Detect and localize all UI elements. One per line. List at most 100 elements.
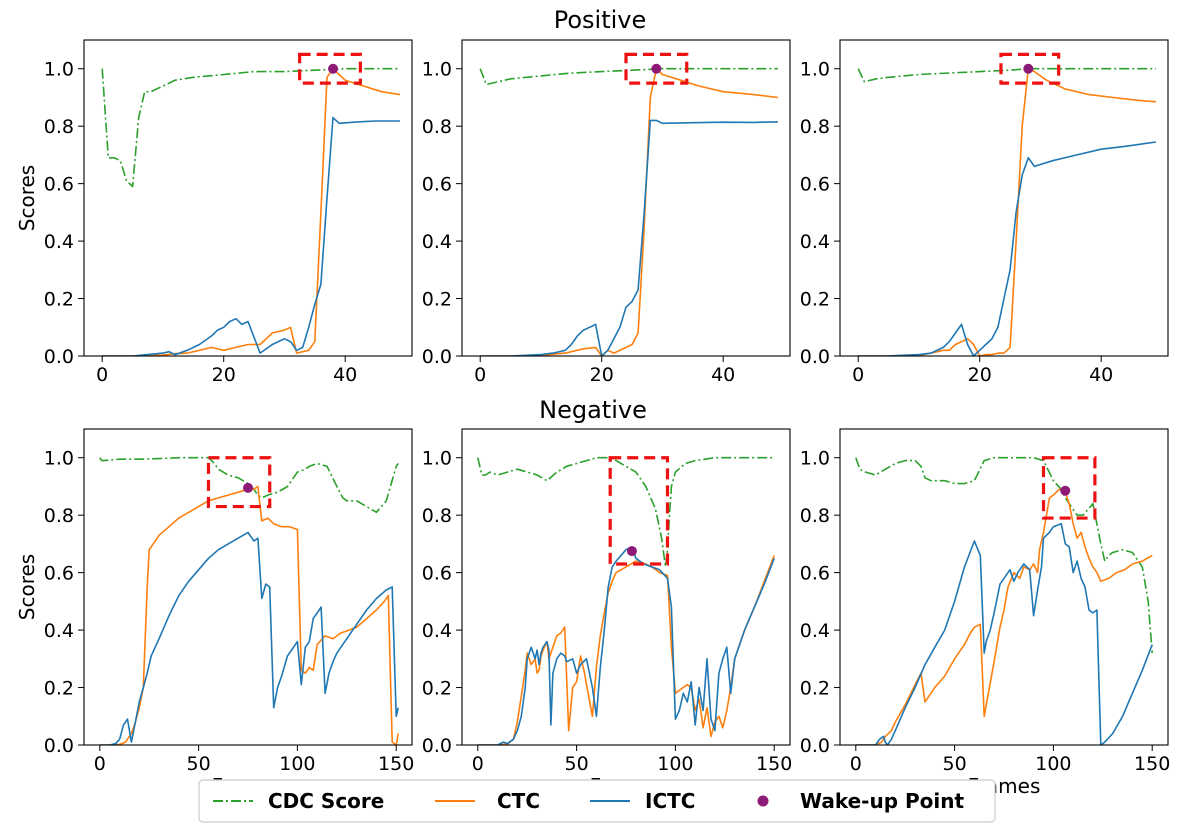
highlight-box	[608, 456, 670, 566]
y-tick-label: 0.4	[422, 620, 452, 642]
series-ictc-line	[102, 116, 400, 356]
plot-area	[855, 456, 1153, 745]
highlight-box	[1041, 456, 1097, 520]
axes-frame	[461, 39, 791, 357]
y-tick-label: 0.0	[422, 735, 452, 757]
x-tick-label: 100	[657, 753, 693, 775]
legend: CDC Score CTC ICTC Wake-up Point	[198, 779, 996, 823]
y-tick-label: 0.0	[422, 346, 452, 368]
axes-frame	[83, 428, 413, 746]
y-tick-label: 0.6	[800, 174, 830, 196]
series-ctc-line	[855, 488, 1153, 745]
highlight-box	[999, 52, 1061, 85]
x-tick-label: 150	[756, 753, 792, 775]
series-ctc-line	[480, 67, 778, 356]
series-cdc-line	[855, 456, 1153, 654]
y-tick-label: 0.8	[422, 116, 452, 138]
axes-frame	[83, 39, 413, 357]
x-tick-label: 0	[850, 753, 862, 775]
legend-wake-label: Wake-up Point	[800, 789, 964, 813]
x-tick-label: 0	[474, 364, 486, 386]
y-tick-label: 1.0	[44, 59, 74, 81]
series-ictc-line	[855, 522, 1153, 745]
series-cdc-line	[857, 67, 1156, 83]
x-tick-label: 40	[1089, 364, 1113, 386]
highlight-box	[624, 52, 689, 85]
x-tick-label: 0	[94, 753, 106, 775]
axes-frame	[839, 39, 1169, 357]
axes-frame	[839, 428, 1169, 746]
y-tick-label: 0.6	[422, 174, 452, 196]
wake-up-point	[1060, 485, 1071, 496]
x-tick-label: 20	[212, 364, 236, 386]
series-cdc-line	[477, 456, 775, 568]
subplot-3: 0.0 0.2 0.4 0.6 0.8 1.0 0 20 40	[800, 39, 1169, 386]
y-tick-label: 0.0	[800, 735, 830, 757]
y-tick-label: 0.6	[422, 563, 452, 585]
series-ictc-line	[99, 531, 399, 745]
x-tick-label: 40	[333, 364, 357, 386]
axes-frame	[461, 428, 791, 746]
series-cdc-line	[101, 67, 400, 188]
y-tick-label: 0.2	[44, 678, 74, 700]
y-tick-label: 0.6	[44, 174, 74, 196]
subplot-2: 0.0 0.2 0.4 0.6 0.8 1.0 0 20 40	[422, 39, 791, 386]
plot-area	[857, 67, 1157, 356]
y-tick-label: 0.8	[44, 505, 74, 527]
x-tick-label: 150	[378, 753, 414, 775]
series-ictc-line	[480, 119, 778, 356]
wake-up-point	[328, 63, 339, 74]
row-title-positive: Positive	[554, 6, 647, 34]
y-tick-label: 0.8	[44, 116, 74, 138]
y-tick-label: 1.0	[44, 448, 74, 470]
subplot-grid: 0.0 0.2 0.4 0.6 0.8 1.0 0 20 40 Scores 0.0 0.2 0.4 0.…	[15, 39, 1170, 798]
y-tick-label: 1.0	[800, 448, 830, 470]
y-axis-title: Scores	[15, 165, 39, 231]
legend-cdc-label: CDC Score	[268, 789, 384, 813]
y-tick-label: 0.8	[800, 116, 830, 138]
plot-area	[99, 456, 399, 745]
y-tick-label: 0.2	[800, 678, 830, 700]
plot-area	[101, 67, 401, 356]
highlight-box	[298, 52, 362, 85]
legend-wake-marker	[757, 795, 769, 807]
series-ctc-line	[102, 67, 401, 356]
x-tick-label: 100	[1035, 753, 1071, 775]
y-tick-label: 0.2	[422, 678, 452, 700]
y-tick-label: 0.2	[422, 289, 452, 311]
series-ictc-line	[858, 141, 1157, 356]
highlight-box	[206, 456, 272, 509]
legend-ictc-label: ICTC	[645, 789, 695, 813]
wake-up-point	[626, 546, 637, 557]
y-tick-label: 1.0	[800, 59, 830, 81]
y-tick-label: 0.4	[800, 620, 830, 642]
subplot-4: 0.00.20.40.60.81.0050100150ScoresFrames	[15, 428, 414, 798]
x-tick-label: 0	[96, 364, 108, 386]
y-tick-label: 0.0	[44, 735, 74, 757]
y-tick-label: 0.4	[422, 231, 452, 253]
series-cdc-line	[479, 67, 778, 86]
y-tick-label: 0.0	[44, 346, 74, 368]
y-tick-label: 0.8	[422, 505, 452, 527]
y-tick-label: 1.0	[422, 448, 452, 470]
plot-area	[479, 67, 778, 356]
series-cdc-line	[99, 456, 399, 514]
y-tick-label: 0.2	[800, 289, 830, 311]
x-tick-label: 150	[1134, 753, 1170, 775]
wake-up-point	[651, 63, 662, 74]
x-tick-label: 50	[943, 753, 967, 775]
x-tick-label: 20	[590, 364, 614, 386]
x-tick-label: 50	[565, 753, 589, 775]
y-tick-label: 0.8	[800, 505, 830, 527]
y-tick-label: 0.2	[44, 289, 74, 311]
y-tick-label: 0.4	[44, 620, 74, 642]
subplot-1: 0.0 0.2 0.4 0.6 0.8 1.0 0 20 40 Scores	[15, 39, 413, 386]
y-tick-label: 0.6	[800, 563, 830, 585]
plot-area	[477, 456, 775, 745]
x-tick-label: 40	[711, 364, 735, 386]
y-tick-label: 0.4	[800, 231, 830, 253]
x-tick-label: 50	[187, 753, 211, 775]
